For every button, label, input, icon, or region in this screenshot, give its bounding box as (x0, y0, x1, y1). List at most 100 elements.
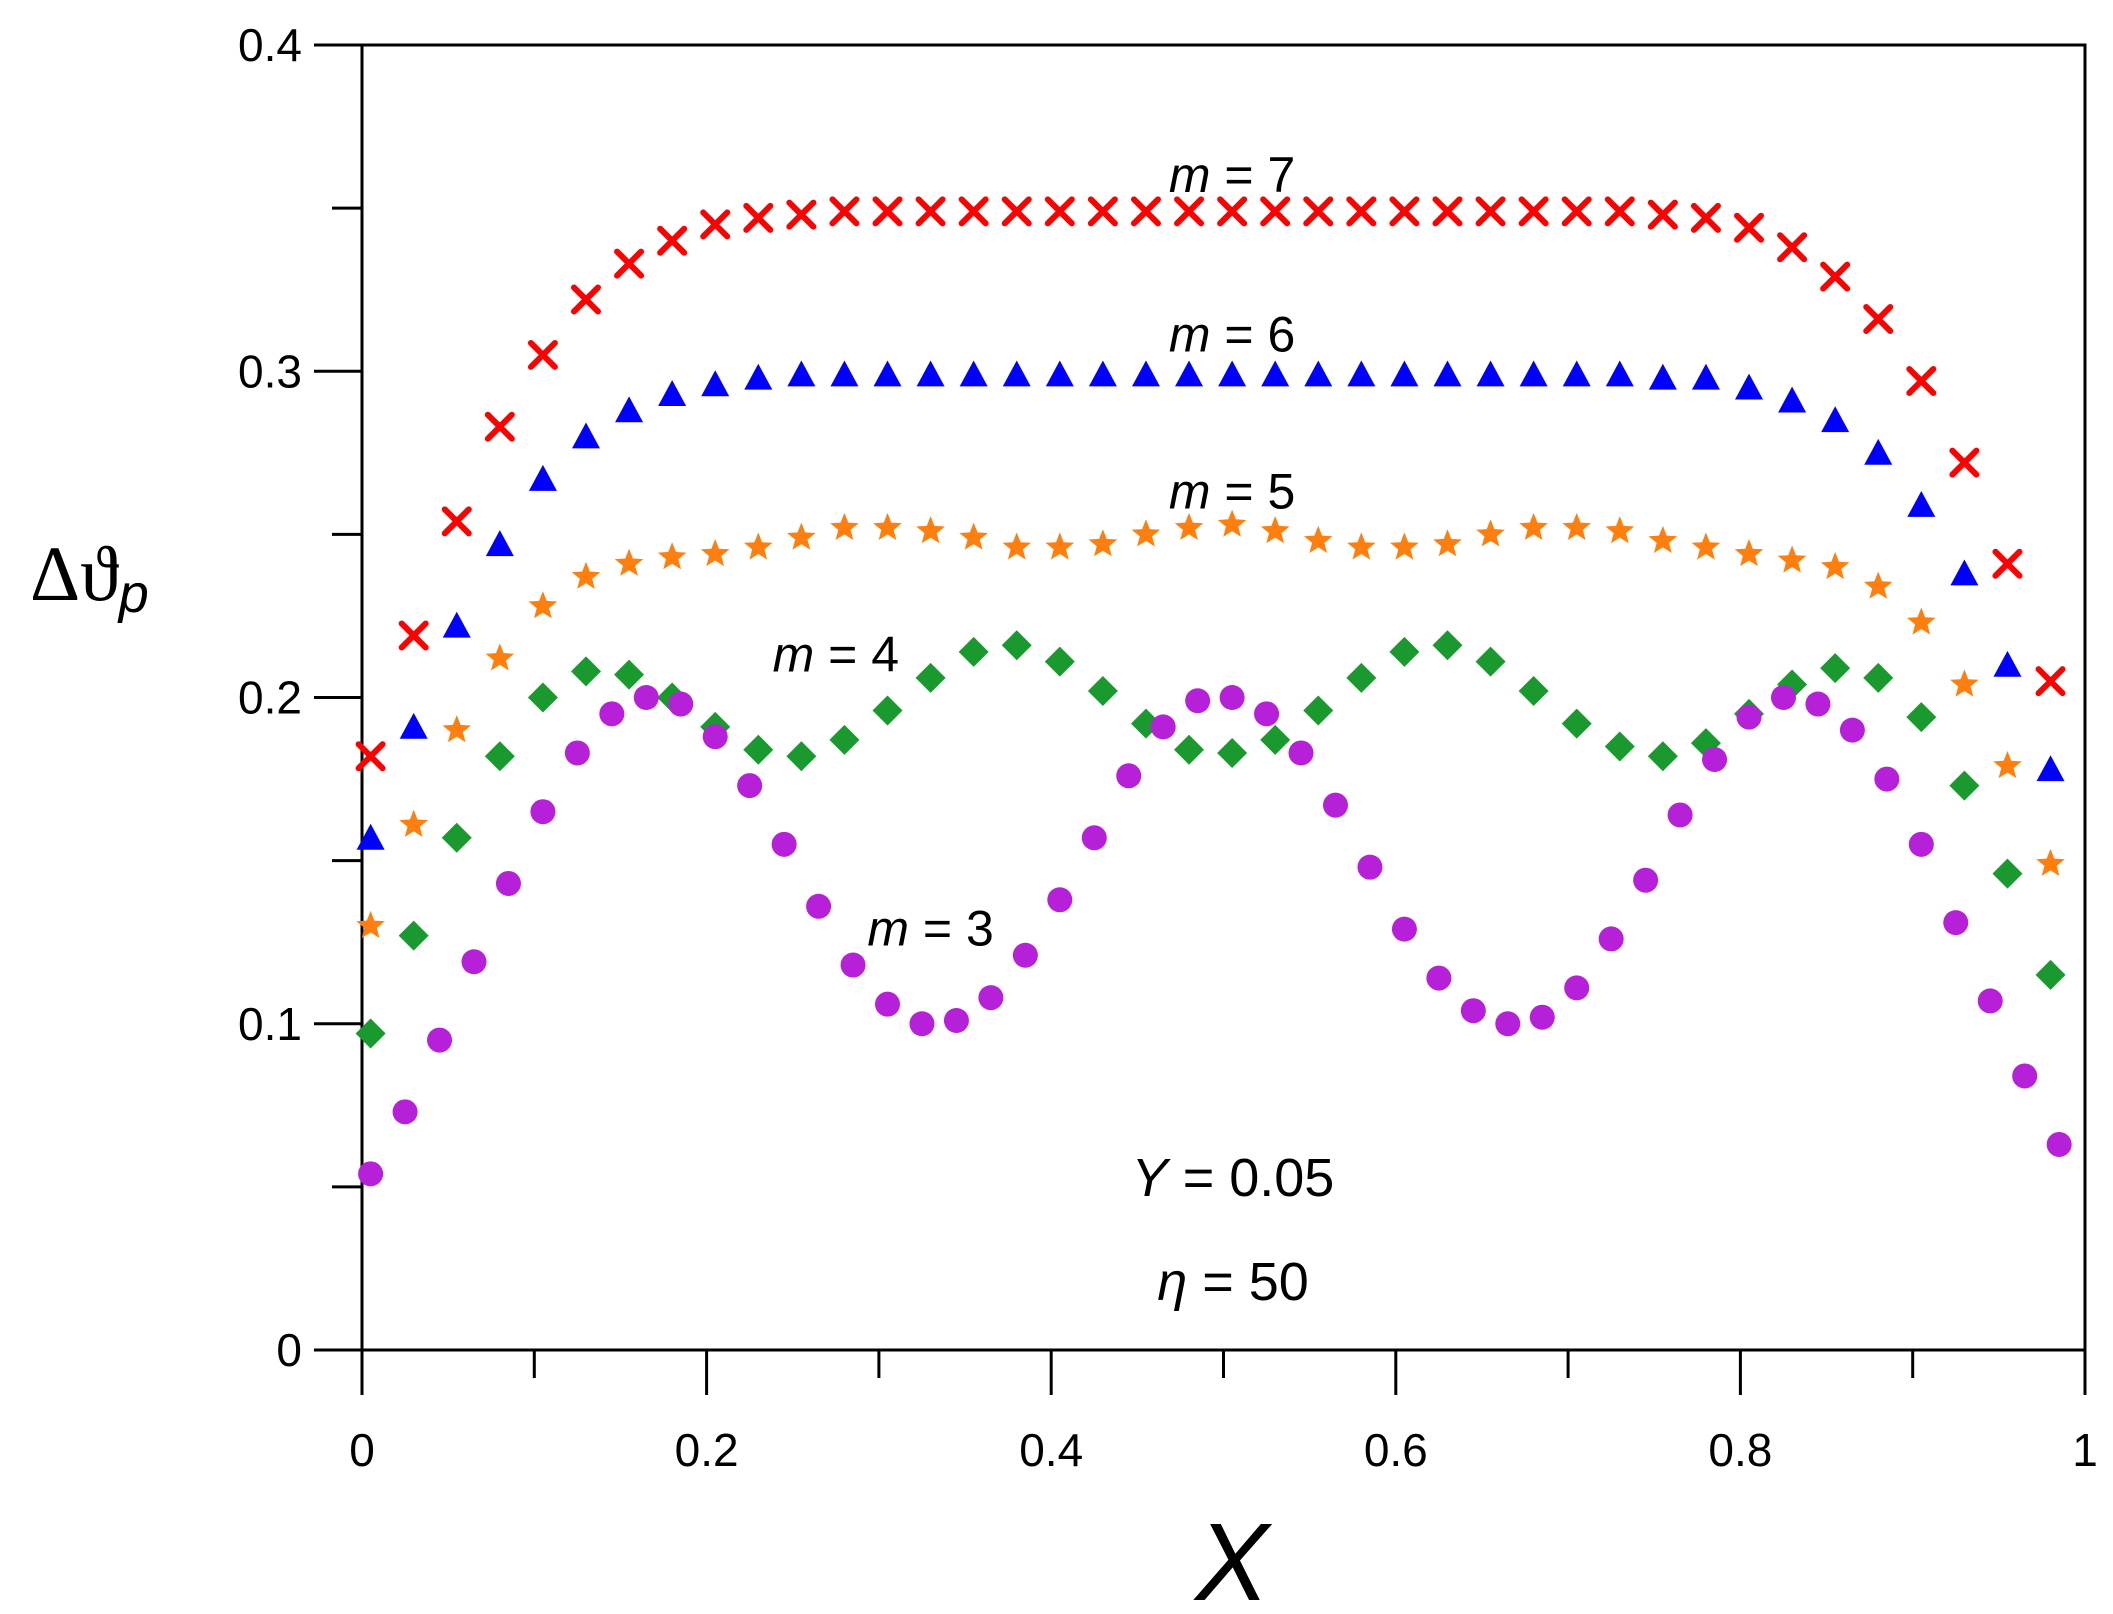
data-point (873, 512, 902, 540)
data-point (2046, 1131, 2072, 1157)
series-circle-4 (358, 685, 2072, 1187)
y-tick-label: 0.2 (238, 672, 302, 724)
data-point (1001, 630, 1032, 661)
x-tick-label: 0 (349, 1424, 375, 1476)
data-point (1045, 360, 1074, 387)
data-point (1303, 695, 1334, 726)
data-point (1260, 196, 1291, 227)
data-point (1734, 539, 1764, 567)
data-point (1002, 360, 1031, 387)
data-point (1605, 516, 1635, 544)
data-point (1906, 702, 1937, 733)
data-point (1906, 366, 1937, 397)
data-point (427, 1027, 453, 1053)
data-point (1647, 199, 1678, 230)
data-point (915, 196, 946, 227)
data-point (1691, 532, 1721, 560)
data-point (1476, 519, 1505, 547)
data-point (355, 741, 386, 772)
data-point (1648, 363, 1677, 390)
series-label-variable: m (1169, 307, 1211, 363)
eta-parameter-value: = 50 (1187, 1252, 1309, 1312)
data-point (528, 464, 557, 491)
data-point (1475, 196, 1506, 227)
data-point (1433, 360, 1462, 387)
data-point (701, 370, 730, 397)
data-point (1432, 196, 1463, 227)
data-point (1131, 519, 1161, 547)
data-point (787, 522, 816, 550)
data-point (1518, 196, 1549, 227)
data-point (1690, 202, 1721, 233)
data-point (1770, 685, 1796, 710)
data-point (1044, 646, 1075, 677)
data-point (1562, 512, 1591, 540)
data-point (1391, 916, 1417, 942)
data-point (1304, 525, 1333, 553)
y-axis: 0 0.1 0.2 0.3 0.4 (238, 19, 362, 1376)
series-label: m = 6 (1169, 307, 1295, 363)
series-label-value: = 6 (1211, 307, 1296, 363)
data-point (743, 202, 774, 233)
data-point (399, 712, 428, 739)
series-label: m = 7 (1169, 147, 1295, 203)
data-point (1839, 717, 1865, 743)
data-point (1993, 751, 2022, 779)
data-point (1389, 636, 1420, 667)
data-point (1001, 196, 1032, 227)
data-point (657, 225, 688, 256)
data-point (1778, 386, 1807, 413)
data-point (484, 741, 515, 772)
data-point (840, 952, 866, 978)
data-point (614, 659, 645, 690)
data-point (1908, 831, 1934, 857)
data-point (2012, 1063, 2038, 1089)
data-point (633, 685, 659, 710)
data-point (1702, 746, 1728, 772)
data-point (1185, 688, 1211, 714)
data-point (1426, 965, 1452, 991)
data-point (909, 1011, 935, 1037)
series-label-value: = 5 (1211, 463, 1296, 519)
data-point (1174, 512, 1204, 540)
data-point (442, 715, 471, 743)
data-point (392, 1099, 418, 1125)
data-point (1260, 724, 1291, 755)
series-diamond-3 (355, 630, 2066, 1049)
data-point (668, 691, 694, 717)
data-point (1647, 741, 1678, 772)
data-point (570, 284, 601, 315)
y-axis-title-subscript: p (117, 564, 149, 624)
data-point (1820, 261, 1851, 292)
data-point (1433, 529, 1462, 557)
data-point (1088, 360, 1117, 387)
data-point (1518, 675, 1549, 706)
data-point (829, 196, 860, 227)
data-point (2036, 848, 2065, 876)
data-point (916, 516, 945, 544)
data-point (1943, 910, 1969, 936)
series-label-value: = 7 (1211, 147, 1296, 203)
data-point (1217, 196, 1248, 227)
data-point (830, 360, 859, 387)
data-point (943, 1007, 969, 1033)
series-star-2 (356, 509, 2065, 938)
data-point (1476, 360, 1505, 387)
data-point (1346, 662, 1377, 693)
data-point (1949, 770, 1980, 801)
data-point (959, 522, 988, 550)
data-point (441, 822, 472, 853)
data-point (1561, 196, 1592, 227)
data-point (1175, 360, 1204, 387)
data-point (485, 643, 515, 671)
data-point (1322, 792, 1348, 818)
data-point (700, 539, 730, 567)
series-label: m = 3 (867, 900, 993, 956)
data-point (1357, 854, 1383, 880)
data-point (1045, 532, 1075, 560)
data-point (1561, 708, 1592, 739)
data-point (528, 591, 558, 619)
data-point (485, 530, 514, 557)
data-point (1529, 1004, 1555, 1030)
y-axis-title-main: Δϑ (30, 530, 119, 617)
